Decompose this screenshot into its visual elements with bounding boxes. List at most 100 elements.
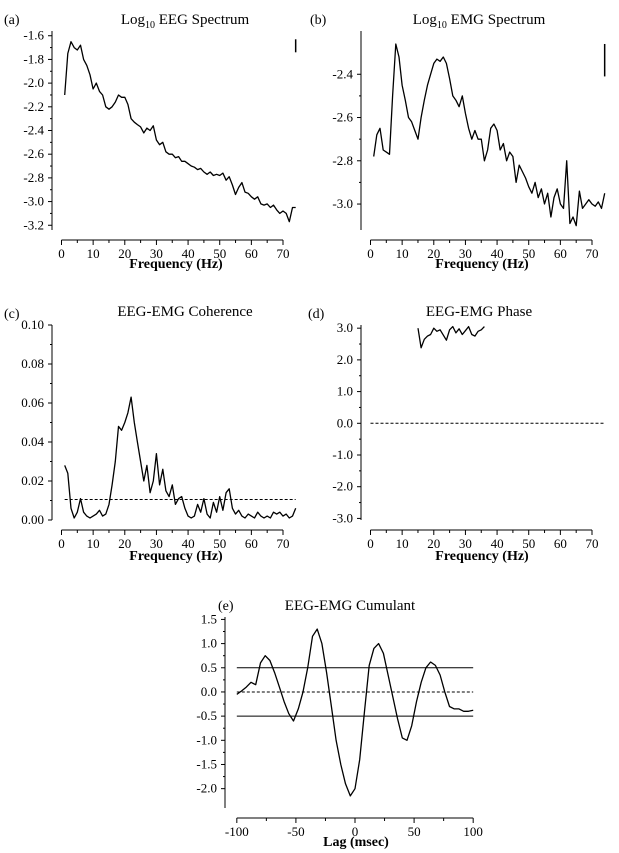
panel-e-xtick-label: -100 (225, 824, 249, 839)
panel-a-ytick-label: -2.4 (23, 123, 44, 138)
panel-c-xtick-label: 10 (87, 536, 100, 551)
panel-b-title-sub: 10 (437, 20, 447, 31)
panel-d-xtick-label: 60 (554, 536, 567, 551)
panel-e-ytick-label: -2.0 (196, 781, 217, 796)
panel-d-ytick-label: 2.0 (337, 352, 353, 367)
panel-e: (e) EEG-EMG Cumulant Lag (msec) 1.5 1.0 0.… (196, 598, 483, 850)
panel-c-title: EEG-EMG Coherence (117, 304, 253, 320)
panel-a-series-line (64, 41, 296, 223)
panel-b-letter: (b) (310, 13, 327, 28)
panel-b-plot: -2.4 -2.6 -2.8 -3.0 0 10 20 30 40 50 60 70 (332, 31, 606, 261)
panel-b-title-rest: EMG Spectrum (447, 12, 546, 28)
panel-c-ytick-label: 0.00 (21, 512, 44, 527)
panel-b-xtick-label: 60 (554, 246, 567, 261)
panel-a-title: Log10 EEG Spectrum (121, 12, 250, 31)
panel-b-xlabel: Frequency (Hz) (435, 257, 529, 272)
panel-a-xtick-label: 0 (58, 246, 65, 261)
panel-d-xtick-label: 40 (491, 536, 504, 551)
panel-c: (c) EEG-EMG Coherence Frequency (Hz) 0.0… (4, 304, 297, 564)
panel-e-xtick-label: 50 (408, 824, 421, 839)
panel-d-xtick-label: 50 (522, 536, 535, 551)
panel-d-xtick-label: 70 (586, 536, 599, 551)
panel-e-xtick-label: 100 (463, 824, 483, 839)
panel-a-title-base: Log (121, 12, 146, 28)
panel-b-xtick-label: 40 (491, 246, 504, 261)
panel-d-ytick-label: 0.0 (337, 415, 353, 430)
panel-d-ytick-label: 3.0 (337, 320, 353, 335)
panel-e-series-line (236, 628, 474, 797)
panel-c-ytick-label: 0.06 (21, 395, 44, 410)
panel-d-xtick-label: 0 (367, 536, 374, 551)
panel-a-ytick-label: -2.2 (23, 99, 44, 114)
panel-b-xtick-label: 20 (427, 246, 440, 261)
panel-c-xtick-label: 60 (245, 536, 258, 551)
panel-e-ytick-label: -0.5 (196, 708, 217, 723)
panel-d-xtick-label: 10 (396, 536, 409, 551)
panel-a-xtick-label: 20 (118, 246, 131, 261)
panel-b-xtick-label: 10 (396, 246, 409, 261)
panel-b-ytick-label: -3.0 (332, 196, 353, 211)
panel-d-ytick-label: -1.0 (332, 447, 353, 462)
panel-a-xtick-label: 60 (245, 246, 258, 261)
panel-a-ytick-label: -3.2 (23, 217, 44, 232)
panel-e-ytick-label: -1.0 (196, 732, 217, 747)
panel-c-xtick-label: 50 (213, 536, 226, 551)
panel-a-xlabel: Frequency (Hz) (129, 257, 223, 272)
panel-d-ytick-label: -3.0 (332, 510, 353, 525)
panel-d-series-line (417, 325, 485, 349)
panel-c-plot: 0.00 0.02 0.04 0.06 0.08 0.10 0 10 20 30 40 50 60 70 (21, 317, 297, 551)
panel-e-xtick-label: 0 (352, 824, 359, 839)
panel-a-xtick-label: 30 (150, 246, 163, 261)
panel-e-ytick-label: 0.5 (201, 660, 217, 675)
panel-d-ytick-label: 1.0 (337, 384, 353, 399)
panel-a-ytick-label: -2.6 (23, 146, 44, 161)
panel-b-xtick-label: 0 (367, 246, 374, 261)
panel-c-letter: (c) (4, 307, 20, 322)
panel-b-ytick-label: -2.8 (332, 153, 353, 168)
panel-b-xtick-label: 70 (586, 246, 599, 261)
panel-a-xtick-label: 50 (213, 246, 226, 261)
panel-b-ytick-label: -2.6 (332, 110, 353, 125)
panel-d: (d) EEG-EMG Phase Frequency (Hz) 3.0 2.0 1… (308, 304, 605, 564)
panel-d-letter: (d) (308, 307, 325, 322)
panel-c-ytick-label: 0.10 (21, 317, 44, 332)
panel-a-ytick-label: -1.6 (23, 28, 44, 43)
panel-c-xtick-label: 30 (150, 536, 163, 551)
panel-b-title-base: Log (413, 12, 438, 28)
panel-c-xtick-label: 40 (182, 536, 195, 551)
panel-c-series-line (64, 396, 297, 519)
panel-d-xtick-label: 20 (427, 536, 440, 551)
panel-d-xtick-label: 30 (459, 536, 472, 551)
panel-d-title: EEG-EMG Phase (426, 304, 533, 320)
panel-a-ytick-label: -3.0 (23, 194, 44, 209)
panel-e-xlabel: Lag (msec) (323, 835, 389, 850)
panel-e-letter: (e) (218, 599, 234, 614)
panel-d-ytick-label: -2.0 (332, 479, 353, 494)
panel-c-xtick-label: 70 (277, 536, 290, 551)
panel-a-ytick-label: -2.0 (23, 75, 44, 90)
panel-b-title: Log10 EMG Spectrum (413, 12, 546, 31)
panel-a-plot: -1.6 -1.8 -2.0 -2.2 -2.4 -2.6 -2.8 -3.0 -3.2 0 10 2… (23, 28, 297, 261)
panel-c-ytick-label: 0.02 (21, 473, 44, 488)
panel-a-title-sub: 10 (145, 20, 155, 31)
panel-e-ytick-label: 1.0 (201, 636, 217, 651)
panel-c-ytick-label: 0.08 (21, 356, 44, 371)
panel-b-ytick-label: -2.4 (332, 66, 353, 81)
panel-b: (b) Log10 EMG Spectrum Frequency (Hz) -2… (310, 12, 606, 272)
panel-a-ytick-label: -2.8 (23, 170, 44, 185)
panel-c-xtick-label: 0 (58, 536, 65, 551)
panel-e-title: EEG-EMG Cumulant (285, 598, 416, 614)
panel-e-ytick-label: -1.5 (196, 756, 217, 771)
panel-b-xtick-label: 50 (522, 246, 535, 261)
panel-a-xtick-label: 70 (277, 246, 290, 261)
panel-d-plot: 3.0 2.0 1.0 0.0 -1.0 -2.0 -3.0 0 10 20 30 40 50 60 70 (332, 320, 605, 551)
panel-b-series-line (373, 43, 606, 227)
panel-a-letter: (a) (4, 13, 20, 28)
panel-a: (a) Log10 EEG Spectrum Frequency (Hz) -1… (4, 12, 297, 272)
panel-c-xtick-label: 20 (118, 536, 131, 551)
panel-e-ytick-label: 0.0 (201, 684, 217, 699)
panel-a-title-rest: EEG Spectrum (155, 12, 249, 28)
panel-a-xtick-label: 40 (182, 246, 195, 261)
panel-c-xlabel: Frequency (Hz) (129, 549, 223, 564)
